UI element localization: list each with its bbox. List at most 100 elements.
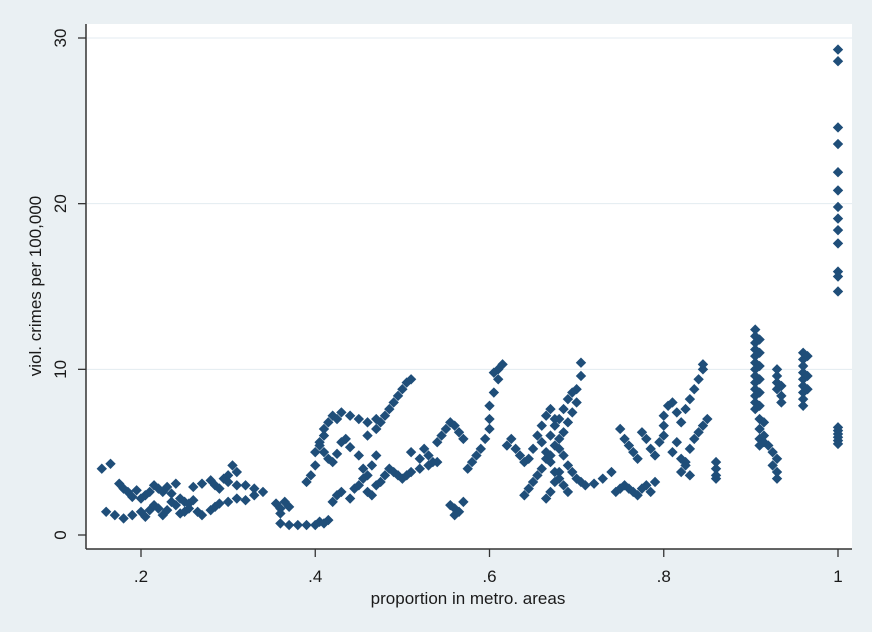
data-point xyxy=(754,360,765,372)
data-point xyxy=(405,374,417,385)
data-point xyxy=(667,446,678,458)
data-point xyxy=(693,427,704,438)
data-point xyxy=(458,433,469,445)
data-point xyxy=(632,453,643,464)
data-point xyxy=(227,460,238,471)
data-point xyxy=(510,443,521,455)
data-point xyxy=(440,423,452,435)
data-point xyxy=(418,443,430,455)
data-point xyxy=(763,440,774,451)
data-point xyxy=(675,417,687,428)
data-point xyxy=(318,423,330,435)
data-point xyxy=(750,337,761,349)
data-point xyxy=(405,446,417,458)
data-point xyxy=(832,201,844,213)
ticks: 0 10 20 30 .2 .4 .6 .8 1 xyxy=(51,29,843,586)
data-point xyxy=(689,384,700,395)
data-point xyxy=(336,407,347,418)
axes xyxy=(85,24,852,550)
data-point xyxy=(109,509,121,521)
data-point xyxy=(832,438,844,450)
data-point xyxy=(658,430,669,441)
data-point xyxy=(318,430,330,441)
data-point xyxy=(292,519,304,531)
data-point xyxy=(628,446,639,458)
data-point xyxy=(488,367,500,378)
data-point xyxy=(710,456,722,468)
data-point xyxy=(214,483,225,494)
data-point xyxy=(797,400,809,411)
data-point xyxy=(301,476,312,488)
data-point xyxy=(340,433,351,445)
data-point xyxy=(636,427,648,438)
data-point xyxy=(802,384,813,395)
data-point xyxy=(96,463,107,474)
data-point xyxy=(405,466,417,478)
x-tick-label: 1 xyxy=(833,567,842,586)
data-point xyxy=(196,478,208,489)
data-point xyxy=(567,387,578,398)
y-tick-label: 10 xyxy=(51,360,70,379)
data-point xyxy=(597,473,608,484)
data-point xyxy=(527,443,539,455)
data-point xyxy=(684,470,696,481)
data-point xyxy=(575,357,587,368)
data-point xyxy=(436,430,447,441)
data-point xyxy=(758,430,770,441)
data-point xyxy=(832,213,844,224)
data-point xyxy=(641,433,652,445)
data-point xyxy=(754,334,765,345)
data-point xyxy=(397,384,408,395)
x-tick-label: .4 xyxy=(308,567,322,586)
data-point xyxy=(353,413,365,425)
data-point xyxy=(179,506,190,518)
data-point xyxy=(832,185,844,196)
data-point xyxy=(567,407,578,418)
data-point xyxy=(170,499,182,511)
data-point xyxy=(536,463,547,474)
data-point xyxy=(105,458,116,469)
data-point xyxy=(466,456,478,468)
data-point xyxy=(558,450,569,461)
data-point xyxy=(750,344,761,355)
y-tick-label: 0 xyxy=(51,530,70,539)
data-point xyxy=(540,453,552,464)
data-point xyxy=(623,440,635,451)
data-point xyxy=(432,437,443,448)
data-point xyxy=(240,480,251,491)
data-point xyxy=(222,470,234,481)
data-point xyxy=(540,446,552,458)
data-point xyxy=(797,360,809,372)
data-point xyxy=(750,390,761,402)
data-point xyxy=(275,508,286,519)
data-point xyxy=(196,509,208,521)
data-point xyxy=(283,519,295,531)
data-point xyxy=(484,400,495,411)
data-point xyxy=(506,433,517,445)
data-point xyxy=(414,453,425,464)
data-point xyxy=(479,433,491,445)
data-point xyxy=(453,506,465,518)
data-point xyxy=(427,456,439,468)
data-point xyxy=(523,453,534,464)
data-point xyxy=(545,403,556,415)
data-point xyxy=(558,403,569,415)
data-point xyxy=(754,347,765,358)
data-point xyxy=(562,460,574,471)
data-point xyxy=(205,504,216,516)
data-point xyxy=(323,417,334,428)
data-point xyxy=(680,403,691,415)
data-point xyxy=(750,370,761,382)
data-point xyxy=(188,481,199,493)
data-point xyxy=(654,437,665,448)
data-point xyxy=(684,393,696,405)
data-point xyxy=(710,463,722,474)
data-point xyxy=(832,286,844,297)
data-point xyxy=(275,518,286,529)
data-point xyxy=(222,496,234,508)
data-point xyxy=(188,495,199,506)
data-point xyxy=(388,397,399,408)
data-point xyxy=(771,377,783,388)
data-point xyxy=(344,493,356,504)
